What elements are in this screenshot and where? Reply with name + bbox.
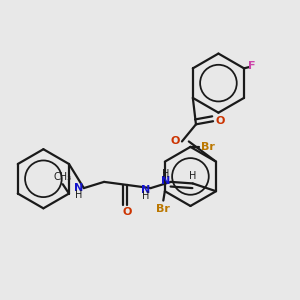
Text: O: O xyxy=(170,136,180,146)
Text: O: O xyxy=(123,207,132,217)
Text: N: N xyxy=(74,183,83,193)
Text: N: N xyxy=(161,176,170,186)
Text: H: H xyxy=(162,169,169,179)
Text: CH₃: CH₃ xyxy=(54,172,72,182)
Text: Br: Br xyxy=(201,142,214,152)
Text: Br: Br xyxy=(156,204,170,214)
Text: O: O xyxy=(215,116,225,126)
Text: H: H xyxy=(142,191,150,201)
Text: H: H xyxy=(189,171,196,181)
Text: H: H xyxy=(75,190,82,200)
Text: N: N xyxy=(141,185,151,195)
Text: F: F xyxy=(248,61,256,71)
